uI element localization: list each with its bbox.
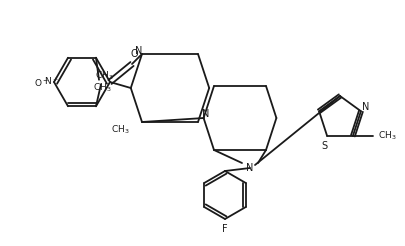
Text: O$^-$: O$^-$ [34, 77, 49, 88]
Text: N$^+$: N$^+$ [44, 75, 58, 87]
Text: O: O [130, 49, 137, 59]
Text: N: N [135, 46, 142, 56]
Text: F: F [222, 224, 227, 234]
Text: CH$_3$: CH$_3$ [92, 81, 111, 94]
Text: N: N [202, 109, 209, 119]
Text: N: N [361, 102, 369, 112]
Text: CH$_3$: CH$_3$ [94, 70, 113, 82]
Text: N: N [246, 163, 253, 173]
Text: CH$_3$: CH$_3$ [111, 124, 129, 136]
Text: CH$_3$: CH$_3$ [377, 130, 395, 142]
Text: S: S [320, 141, 326, 151]
